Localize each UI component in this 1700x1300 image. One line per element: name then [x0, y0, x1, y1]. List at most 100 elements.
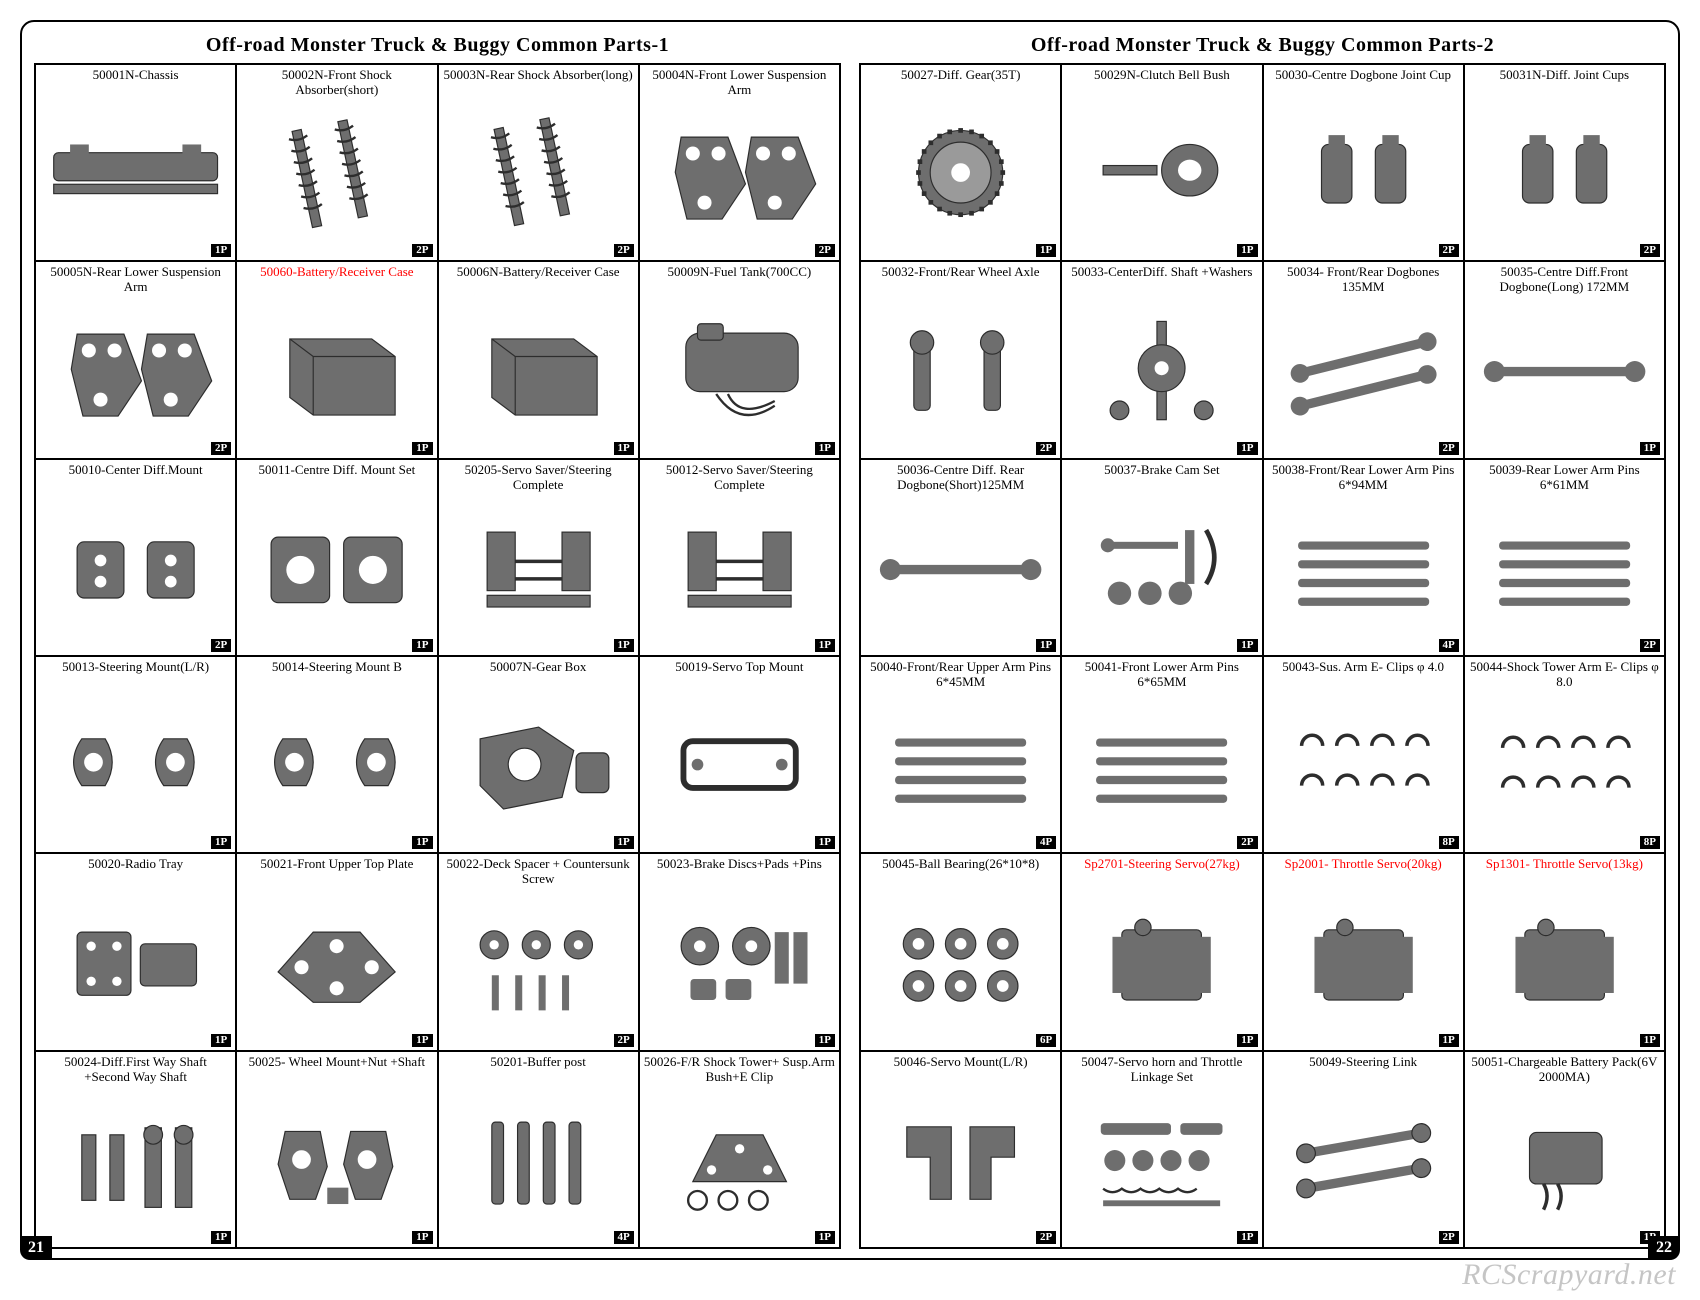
part-cell: 50036-Centre Diff. Rear Dogbone(Short)12… — [860, 459, 1061, 656]
part-label: 50051-Chargeable Battery Pack(6V 2000MA) — [1465, 1052, 1664, 1085]
qty-badge: 1P — [412, 1231, 432, 1244]
part-label: 50034- Front/Rear Dogbones 135MM — [1264, 262, 1463, 295]
qty-badge: 4P — [614, 1231, 634, 1244]
part-label: 50046-Servo Mount(L/R) — [861, 1052, 1060, 1082]
qty-badge: 4P — [1036, 836, 1056, 849]
part-icon — [640, 98, 839, 260]
part-label: 50035-Centre Diff.Front Dogbone(Long) 17… — [1465, 262, 1664, 295]
part-label: 50060-Battery/Receiver Case — [237, 262, 436, 292]
part-cell: 50045-Ball Bearing(26*10*8) 6P — [860, 853, 1061, 1050]
part-icon — [1264, 295, 1463, 457]
qty-badge: 2P — [211, 442, 231, 455]
part-icon — [1062, 95, 1261, 260]
part-label: 50003N-Rear Shock Absorber(long) — [439, 65, 638, 95]
part-icon — [439, 1082, 638, 1247]
part-label: 50021-Front Upper Top Plate — [237, 854, 436, 884]
part-icon — [36, 490, 235, 655]
qty-badge: 1P — [412, 442, 432, 455]
part-cell: 50047-Servo horn and Throttle Linkage Se… — [1061, 1051, 1262, 1248]
part-cell: 50037-Brake Cam Set 1P — [1061, 459, 1262, 656]
part-cell: 50041-Front Lower Arm Pins 6*65MM2P — [1061, 656, 1262, 853]
part-cell: 50021-Front Upper Top Plate1P — [236, 853, 437, 1050]
part-icon — [237, 98, 436, 260]
qty-badge: 4P — [1439, 639, 1459, 652]
part-label: 50020-Radio Tray — [36, 854, 235, 884]
part-label: 50002N-Front Shock Absorber(short) — [237, 65, 436, 98]
part-cell: 50051-Chargeable Battery Pack(6V 2000MA)… — [1464, 1051, 1665, 1248]
qty-badge: 1P — [412, 836, 432, 849]
qty-badge: 1P — [815, 442, 835, 455]
part-icon — [1465, 690, 1664, 852]
qty-badge: 1P — [1237, 244, 1257, 257]
part-cell: Sp1301- Throttle Servo(13kg)1P — [1464, 853, 1665, 1050]
part-cell: 50025- Wheel Mount+Nut +Shaft 1P — [236, 1051, 437, 1248]
part-icon — [1062, 292, 1261, 457]
qty-badge: 2P — [1439, 1231, 1459, 1244]
part-cell: 50006N-Battery/Receiver Case1P — [438, 261, 639, 458]
part-label: 50019-Servo Top Mount — [640, 657, 839, 687]
part-label: 50039-Rear Lower Arm Pins 6*61MM — [1465, 460, 1664, 493]
qty-badge: 6P — [1036, 1034, 1056, 1047]
qty-badge: 1P — [1036, 244, 1056, 257]
part-label: 50038-Front/Rear Lower Arm Pins 6*94MM — [1264, 460, 1463, 493]
part-icon — [237, 490, 436, 655]
part-icon — [640, 884, 839, 1049]
page-number-left: 21 — [20, 1236, 52, 1260]
part-label: 50025- Wheel Mount+Nut +Shaft — [237, 1052, 436, 1082]
qty-badge: 2P — [211, 639, 231, 652]
watermark: RCScrapyard.net — [1462, 1258, 1676, 1292]
qty-badge: 1P — [614, 442, 634, 455]
part-cell: 50023-Brake Discs+Pads +Pins1P — [639, 853, 840, 1050]
part-label: 50037-Brake Cam Set — [1062, 460, 1261, 490]
part-icon — [1264, 884, 1463, 1049]
page-number-right: 22 — [1648, 1236, 1680, 1260]
part-icon — [1062, 490, 1261, 655]
part-icon — [237, 292, 436, 457]
part-icon — [439, 687, 638, 852]
part-cell: 50035-Centre Diff.Front Dogbone(Long) 17… — [1464, 261, 1665, 458]
qty-badge: 1P — [1237, 1034, 1257, 1047]
part-icon — [1465, 95, 1664, 260]
left-title: Off-road Monster Truck & Buggy Common Pa… — [34, 34, 841, 57]
qty-badge: 1P — [1640, 1034, 1660, 1047]
part-label: 50027-Diff. Gear(35T) — [861, 65, 1060, 95]
part-icon — [640, 687, 839, 852]
part-label: 50024-Diff.First Way Shaft +Second Way S… — [36, 1052, 235, 1085]
part-label: 50023-Brake Discs+Pads +Pins — [640, 854, 839, 884]
page-frame: Off-road Monster Truck & Buggy Common Pa… — [20, 20, 1680, 1260]
part-icon — [1465, 884, 1664, 1049]
part-label: 50029N-Clutch Bell Bush — [1062, 65, 1261, 95]
part-icon — [439, 493, 638, 655]
part-icon — [1062, 1084, 1261, 1246]
part-icon — [861, 884, 1060, 1049]
qty-badge: 8P — [1439, 836, 1459, 849]
qty-badge: 1P — [1237, 639, 1257, 652]
part-label: 50040-Front/Rear Upper Arm Pins 6*45MM — [861, 657, 1060, 690]
qty-badge: 2P — [412, 244, 432, 257]
part-cell: 50040-Front/Rear Upper Arm Pins 6*45MM 4P — [860, 656, 1061, 853]
part-cell: 50014-Steering Mount B1P — [236, 656, 437, 853]
part-cell: 50034- Front/Rear Dogbones 135MM 2P — [1263, 261, 1464, 458]
part-icon — [861, 493, 1060, 655]
qty-badge: 1P — [211, 836, 231, 849]
part-cell: 50002N-Front Shock Absorber(short) 2P — [236, 64, 437, 261]
part-label: 50032-Front/Rear Wheel Axle — [861, 262, 1060, 292]
part-cell: 50024-Diff.First Way Shaft +Second Way S… — [35, 1051, 236, 1248]
qty-badge: 2P — [1640, 244, 1660, 257]
part-cell: 50046-Servo Mount(L/R)2P — [860, 1051, 1061, 1248]
part-label: 50049-Steering Link — [1264, 1052, 1463, 1082]
qty-badge: 1P — [1439, 1034, 1459, 1047]
part-label: 50201-Buffer post — [439, 1052, 638, 1082]
part-label: 50026-F/R Shock Tower+ Susp.Arm Bush+E C… — [640, 1052, 839, 1085]
part-label: 50047-Servo horn and Throttle Linkage Se… — [1062, 1052, 1261, 1085]
part-label: 50010-Center Diff.Mount — [36, 460, 235, 490]
part-cell: 50019-Servo Top Mount1P — [639, 656, 840, 853]
qty-badge: 1P — [614, 639, 634, 652]
qty-badge: 2P — [1439, 442, 1459, 455]
part-cell: 50022-Deck Spacer + Countersunk Screw2P — [438, 853, 639, 1050]
part-cell: 50026-F/R Shock Tower+ Susp.Arm Bush+E C… — [639, 1051, 840, 1248]
part-label: 50045-Ball Bearing(26*10*8) — [861, 854, 1060, 884]
part-label: 50012-Servo Saver/Steering Complete — [640, 460, 839, 493]
part-label: 50007N-Gear Box — [439, 657, 638, 687]
part-icon — [1264, 95, 1463, 260]
